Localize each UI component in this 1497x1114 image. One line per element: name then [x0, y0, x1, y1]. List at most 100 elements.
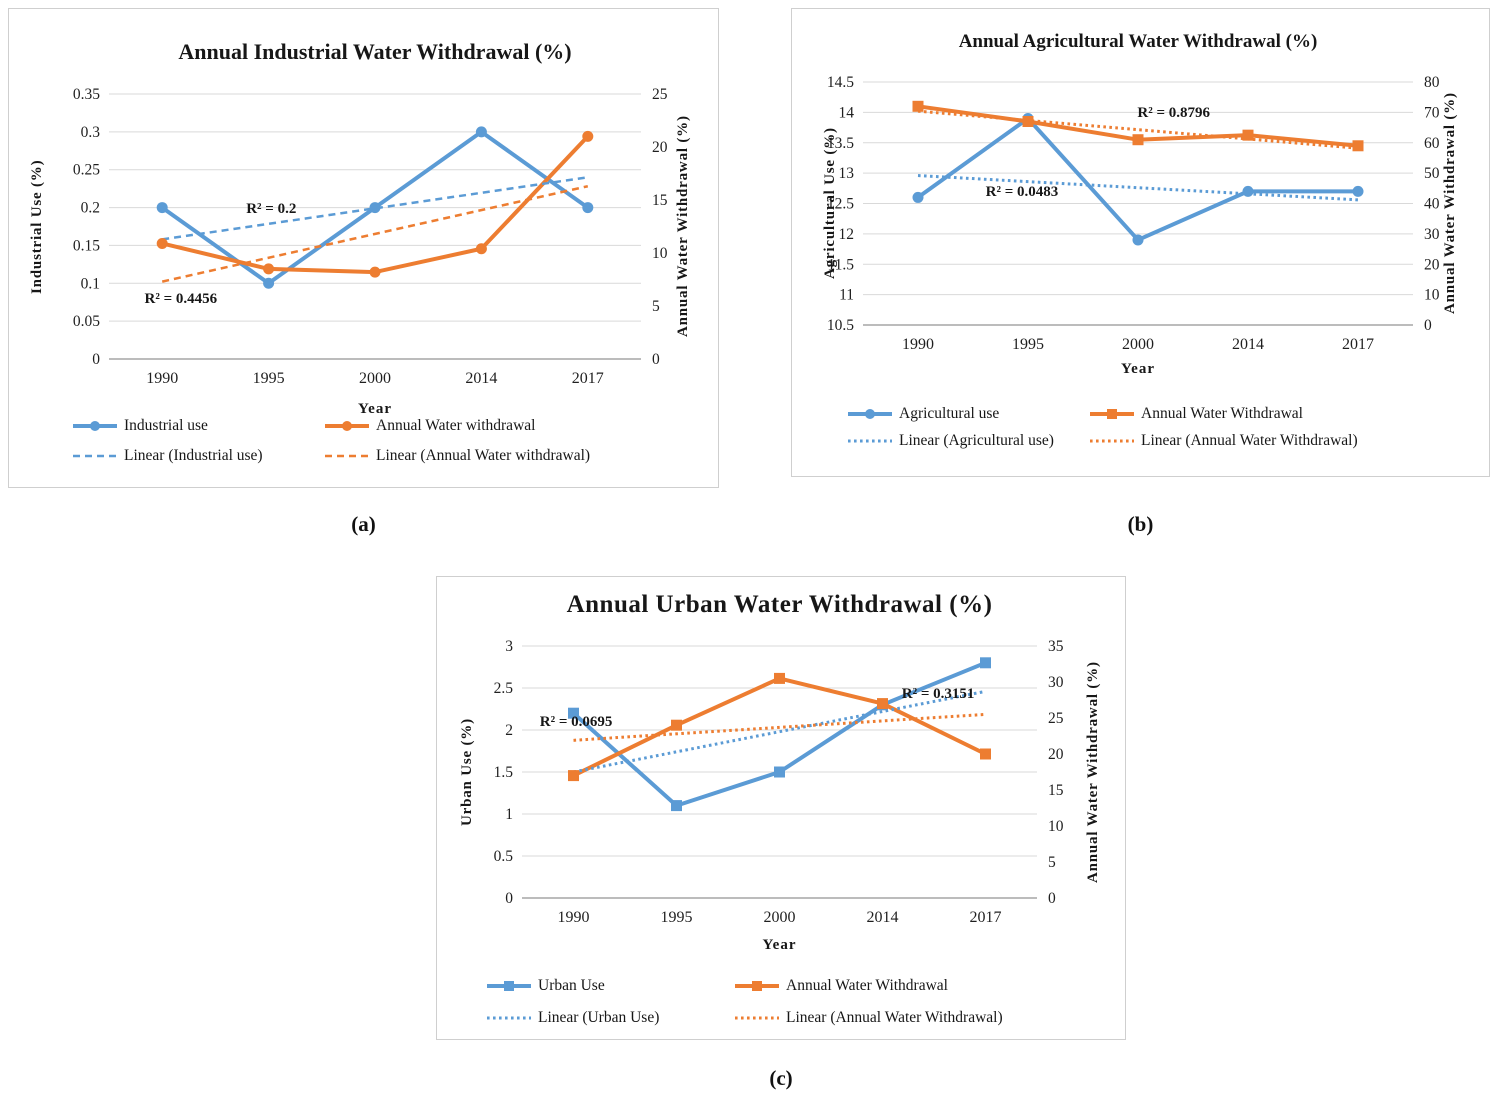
- data-point-marker: [475, 243, 487, 255]
- x-axis-title-industrial: Year: [358, 401, 392, 417]
- legend-label: Linear (Annual Water Withdrawal): [1141, 432, 1358, 449]
- legend-entry: Annual Water Withdrawal: [1089, 405, 1303, 423]
- right-tick-label: 35: [1048, 638, 1064, 655]
- left-tick-label: 12.5: [827, 196, 854, 213]
- left-tick-label: 11: [839, 287, 854, 304]
- data-point-marker: [774, 766, 785, 778]
- legend-label: Agricultural use: [899, 405, 1000, 422]
- data-point-marker: [980, 748, 991, 760]
- left-tick-label: 0: [505, 890, 513, 907]
- left-tick-label: 14.5: [827, 74, 854, 91]
- data-point-marker: [980, 657, 991, 669]
- x-tick-label: 2000: [764, 909, 796, 926]
- legend-marker: [504, 981, 514, 991]
- left-tick-label: 2: [505, 722, 513, 739]
- legend-trendline-swatch: [735, 1016, 779, 1020]
- left-tick-label: 2.5: [494, 680, 514, 697]
- legend-trendline-swatch: [73, 454, 117, 458]
- left-axis-title-urban: Urban Use (%): [459, 718, 475, 826]
- right-tick-label: 50: [1424, 165, 1440, 182]
- legend-entry: Linear (Industrial use): [72, 447, 263, 465]
- legend-entry: Linear (Annual Water withdrawal): [324, 447, 590, 465]
- r2-annotation: R² = 0.0483: [986, 184, 1059, 200]
- legend-trendline-swatch: [848, 439, 892, 443]
- legend-series-swatch: [848, 409, 892, 419]
- legend-label: Annual Water Withdrawal: [786, 977, 948, 994]
- chart-title-industrial: Annual Industrial Water Withdrawal (%): [178, 39, 572, 64]
- left-tick-label: 1.5: [494, 764, 514, 781]
- x-tick-label: 1995: [1012, 336, 1044, 353]
- subfigure-caption-a: (a): [351, 512, 376, 536]
- left-tick-label: 0.25: [73, 162, 100, 179]
- right-axis-title-industrial: Annual Water Withdrawal (%): [675, 115, 691, 338]
- legend-entry: Annual Water withdrawal: [324, 417, 535, 435]
- legend-trendline-swatch: [487, 1016, 531, 1020]
- legend-label: Linear (Annual Water withdrawal): [376, 447, 591, 464]
- legend-entry: Agricultural use: [847, 405, 999, 423]
- data-point-marker: [369, 266, 381, 278]
- plot-area-industrial: 0.35 0.3 0.25 0.2 0.15 0.1 0.05 0 25 20 15 10 5 0 1990…: [73, 86, 668, 387]
- left-tick-label: 0.05: [73, 313, 100, 330]
- right-tick-label: 0: [652, 351, 660, 368]
- legend-series-swatch: [325, 421, 369, 431]
- x-axis-title-urban: Year: [762, 937, 797, 953]
- data-point-marker: [1242, 185, 1254, 197]
- right-tick-label: 20: [1424, 256, 1440, 273]
- series-line: [571, 660, 988, 808]
- data-point-marker: [1352, 185, 1364, 197]
- data-point-marker: [582, 202, 594, 214]
- left-tick-label: 0.3: [81, 124, 101, 141]
- x-tick-label: 1990: [146, 370, 178, 387]
- legend-marker: [1107, 409, 1117, 419]
- right-tick-label: 30: [1048, 674, 1064, 691]
- right-tick-label: 20: [652, 139, 668, 156]
- data-point-marker: [1132, 234, 1144, 246]
- data-point-marker: [475, 126, 487, 138]
- right-tick-label: 15: [1048, 782, 1064, 799]
- chart-panel-agricultural: Annual Agricultural Water Withdrawal (%)…: [791, 8, 1490, 477]
- right-tick-label: 10: [1424, 287, 1440, 304]
- x-tick-label: 1995: [661, 909, 693, 926]
- data-point-marker: [369, 202, 381, 214]
- right-tick-label: 10: [652, 245, 668, 262]
- data-point-marker: [568, 707, 579, 719]
- trendline: [161, 185, 589, 283]
- x-tick-label: 2014: [1232, 336, 1264, 353]
- left-tick-label: 13.5: [827, 135, 854, 152]
- chart-panel-industrial: Annual Industrial Water Withdrawal (%) 0…: [8, 8, 719, 488]
- r2-annotation: R² = 0.0695: [540, 714, 613, 730]
- r2-annotation: R² = 0.4456: [144, 291, 217, 307]
- chart-title-urban: Annual Urban Water Withdrawal (%): [566, 591, 993, 618]
- data-point-marker: [671, 719, 682, 731]
- r2-annotation: R² = 0.3151: [902, 686, 975, 702]
- right-tick-label: 0: [1048, 890, 1056, 907]
- chart-title-agricultural: Annual Agricultural Water Withdrawal (%): [958, 31, 1318, 52]
- chart-panel-urban: Annual Urban Water Withdrawal (%) 3 2.5 2 1…: [436, 576, 1126, 1040]
- trendline: [917, 109, 1359, 150]
- legend-trendline-swatch: [1090, 439, 1134, 443]
- data-point-marker: [1132, 134, 1144, 146]
- left-tick-label: 0.5: [494, 848, 514, 865]
- left-tick-label: 0.15: [73, 237, 100, 254]
- data-point-marker: [671, 800, 682, 812]
- left-tick-label: 12: [839, 226, 855, 243]
- legend-series-swatch: [1090, 409, 1134, 419]
- subfigure-caption-b: (b): [1127, 512, 1154, 536]
- data-point-marker: [156, 202, 168, 214]
- right-tick-label: 30: [1424, 226, 1440, 243]
- legend-label: Linear (Urban Use): [538, 1009, 660, 1026]
- right-tick-label: 0: [1424, 317, 1432, 334]
- data-point-marker: [1352, 140, 1364, 152]
- data-point-marker: [912, 100, 924, 112]
- legend-entry: Linear (Agricultural use): [847, 432, 1054, 450]
- legend-label: Urban Use: [538, 977, 605, 994]
- right-tick-label: 15: [652, 192, 668, 209]
- legend-series-swatch: [73, 421, 117, 431]
- legend-trendline-swatch: [325, 454, 369, 458]
- right-tick-label: 20: [1048, 746, 1064, 763]
- legend-entry: Industrial use: [72, 417, 208, 435]
- x-tick-label: 2014: [867, 909, 899, 926]
- legend-label: Linear (Industrial use): [124, 447, 263, 464]
- data-point-marker: [1022, 115, 1034, 127]
- x-tick-label: 2000: [1122, 336, 1154, 353]
